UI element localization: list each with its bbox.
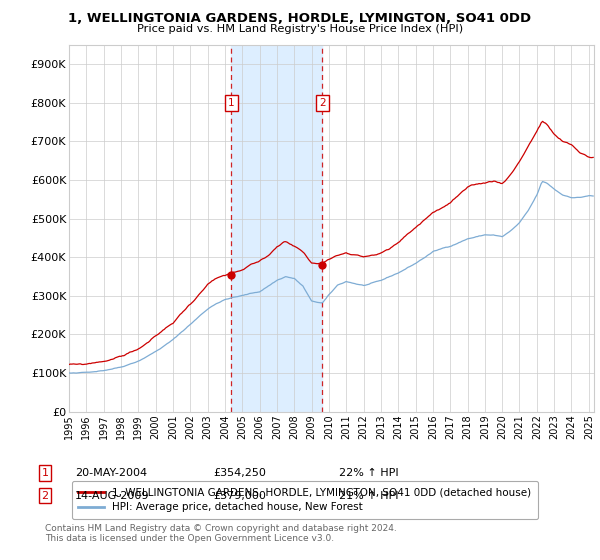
- Text: Price paid vs. HM Land Registry's House Price Index (HPI): Price paid vs. HM Land Registry's House …: [137, 24, 463, 34]
- Text: £354,250: £354,250: [213, 468, 266, 478]
- Text: 1: 1: [41, 468, 49, 478]
- Text: 1, WELLINGTONIA GARDENS, HORDLE, LYMINGTON, SO41 0DD: 1, WELLINGTONIA GARDENS, HORDLE, LYMINGT…: [68, 12, 532, 25]
- Text: 20-MAY-2004: 20-MAY-2004: [75, 468, 147, 478]
- Bar: [232, 45, 322, 412]
- Text: 22% ↑ HPI: 22% ↑ HPI: [339, 468, 398, 478]
- Text: 21% ↑ HPI: 21% ↑ HPI: [339, 491, 398, 501]
- Text: £379,000: £379,000: [213, 491, 266, 501]
- Text: 1: 1: [228, 97, 235, 108]
- Text: 14-AUG-2009: 14-AUG-2009: [75, 491, 149, 501]
- Legend: 1, WELLINGTONIA GARDENS, HORDLE, LYMINGTON, SO41 0DD (detached house), HPI: Aver: 1, WELLINGTONIA GARDENS, HORDLE, LYMINGT…: [71, 481, 538, 519]
- Text: Contains HM Land Registry data © Crown copyright and database right 2024.
This d: Contains HM Land Registry data © Crown c…: [45, 524, 397, 543]
- Text: 2: 2: [319, 97, 326, 108]
- Text: 2: 2: [41, 491, 49, 501]
